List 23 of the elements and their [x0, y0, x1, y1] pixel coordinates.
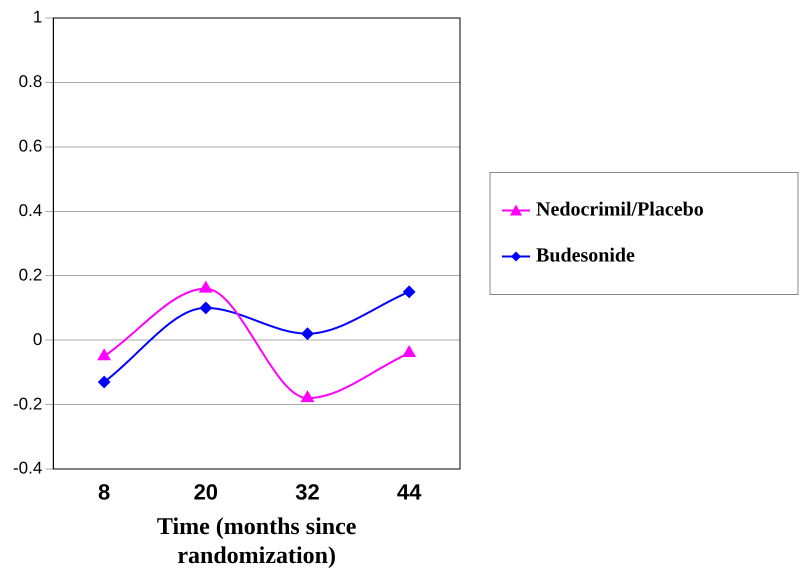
- point: [403, 286, 416, 298]
- legend-label: Budesonide: [536, 244, 636, 267]
- x-tick-label: 8: [98, 479, 110, 504]
- point: [301, 328, 314, 340]
- y-tick-label: -0.4: [12, 458, 42, 478]
- point: [200, 282, 212, 293]
- point: [301, 391, 314, 402]
- point: [402, 346, 416, 358]
- y-tick-label: 0: [32, 330, 42, 349]
- x-tick-label: 20: [194, 479, 218, 504]
- legend-label: Nedocrimil/Placebo: [536, 198, 704, 221]
- point: [200, 302, 212, 314]
- y-tick-label: -0.2: [12, 394, 42, 414]
- point: [98, 376, 110, 388]
- y-tick-label: 1: [32, 8, 42, 27]
- point: [98, 349, 110, 360]
- x-tick-label: 44: [396, 479, 422, 504]
- x-tick-label: 32: [295, 479, 320, 504]
- y-tick-label: 0.6: [18, 136, 42, 156]
- y-tick-label: 0.4: [18, 200, 42, 220]
- y-tick-label: 0.2: [18, 265, 42, 284]
- y-tick-label: 0.8: [18, 72, 42, 92]
- x-axis-title: Time (months since randomization): [156, 514, 357, 569]
